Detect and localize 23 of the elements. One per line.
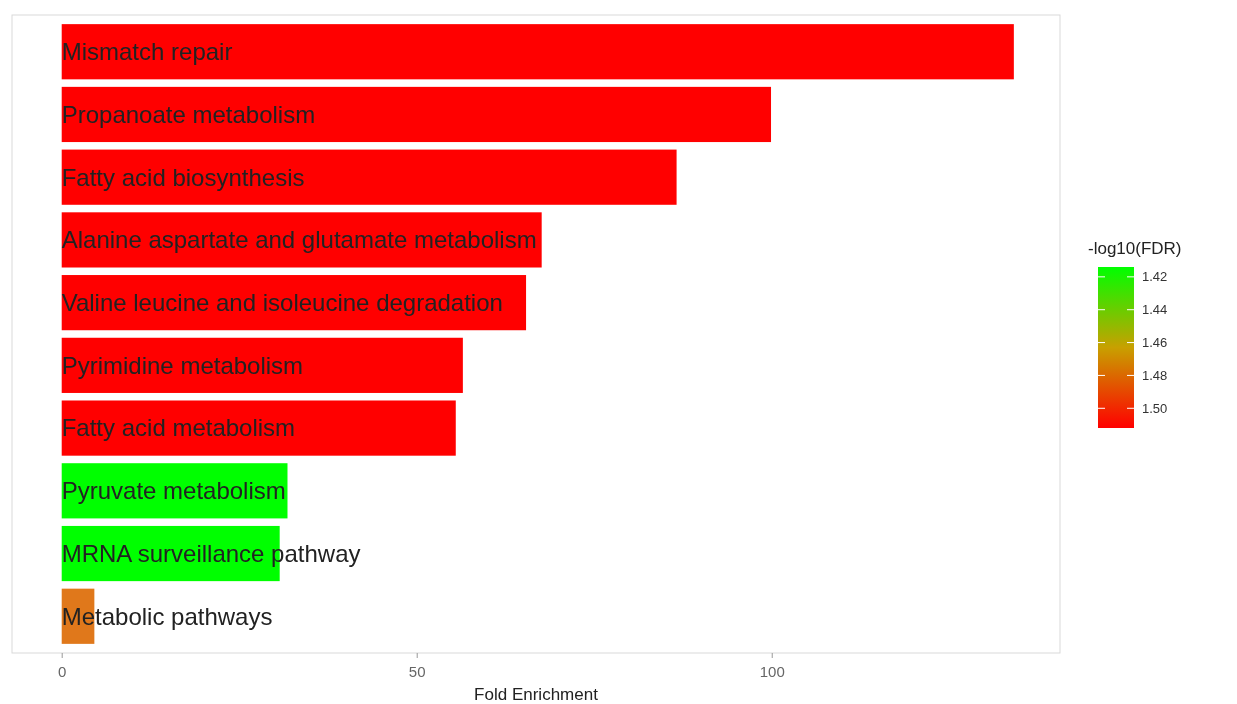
x-tick-label: 0 xyxy=(58,662,67,680)
bar xyxy=(61,149,677,205)
y-tick-label: Valine leucine and isoleucine degradation xyxy=(61,289,503,317)
bar xyxy=(61,400,456,456)
x-tick-label: 50 xyxy=(408,662,426,680)
bar xyxy=(61,24,1014,80)
color-bar-label: 1.50 xyxy=(1142,400,1168,416)
bar xyxy=(61,86,772,143)
color-bar-label: 1.44 xyxy=(1142,302,1168,318)
y-tick-label: Pyruvate metabolism xyxy=(61,477,286,505)
y-tick-label: Pyrimidine metabolism xyxy=(61,351,304,379)
color-bar-label: 1.42 xyxy=(1142,269,1168,285)
x-axis-title: Fold Enrichment xyxy=(474,685,599,704)
color-bar-title: -log10(FDR) xyxy=(1088,239,1182,258)
y-tick-label: Mismatch repair xyxy=(61,38,233,66)
x-tick-label: 100 xyxy=(759,662,785,680)
color-bar-label: 1.46 xyxy=(1142,335,1168,351)
y-tick-label: Fatty acid metabolism xyxy=(61,414,296,442)
y-tick-label: Propanoate metabolism xyxy=(61,100,316,128)
bar xyxy=(61,337,463,393)
y-tick-label: Fatty acid biosynthesis xyxy=(61,163,305,191)
color-bar-label: 1.48 xyxy=(1142,367,1168,383)
y-tick-label: Alanine aspartate and glutamate metabolism xyxy=(61,226,537,254)
